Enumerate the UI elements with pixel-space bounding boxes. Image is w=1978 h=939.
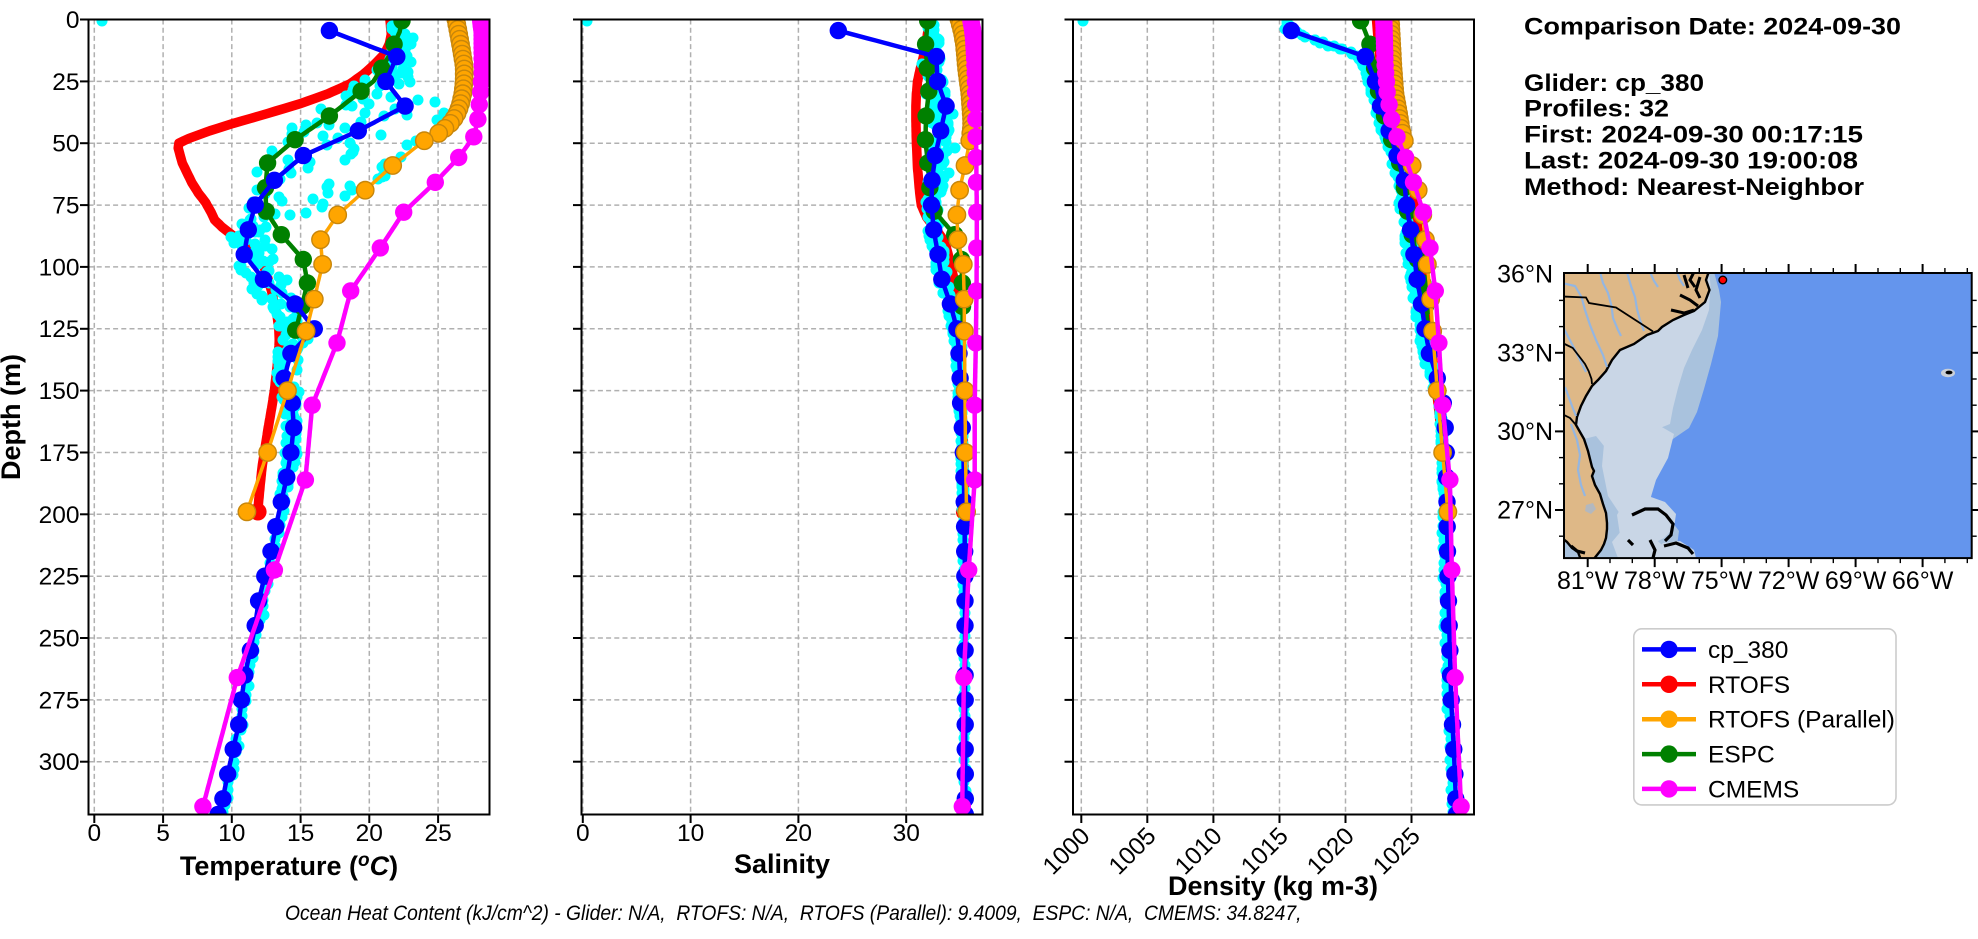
svg-text:150: 150 (39, 378, 80, 405)
svg-text:75: 75 (52, 193, 79, 220)
svg-text:Last: 2024-09-30 19:00:08: Last: 2024-09-30 19:00:08 (1524, 148, 1858, 175)
svg-text:15: 15 (287, 820, 314, 847)
svg-text:200: 200 (39, 502, 80, 529)
svg-text:69°W: 69°W (1825, 567, 1887, 595)
svg-text:81°W: 81°W (1557, 567, 1619, 595)
svg-text:Comparison Date: 2024-09-30: Comparison Date: 2024-09-30 (1524, 14, 1901, 41)
svg-text:50: 50 (52, 131, 79, 158)
svg-text:Density (kg m-3): Density (kg m-3) (1168, 871, 1378, 901)
svg-text:300: 300 (39, 749, 80, 776)
svg-text:0: 0 (576, 820, 590, 847)
svg-text:First: 2024-09-30 00:17:15: First: 2024-09-30 00:17:15 (1524, 122, 1863, 149)
svg-text:20: 20 (785, 820, 812, 847)
svg-text:CMEMS: CMEMS (1708, 776, 1799, 803)
svg-text:250: 250 (39, 626, 80, 653)
svg-text:0: 0 (87, 820, 101, 847)
svg-text:ESPC: ESPC (1708, 742, 1775, 769)
svg-text:5: 5 (156, 820, 170, 847)
svg-text:30°N: 30°N (1497, 418, 1553, 446)
svg-text:Depth (m): Depth (m) (0, 354, 26, 480)
svg-text:Ocean Heat Content (kJ/cm^2) -: Ocean Heat Content (kJ/cm^2) - Glider: N… (285, 902, 1301, 925)
svg-text:225: 225 (39, 564, 80, 591)
svg-text:78°W: 78°W (1624, 567, 1686, 595)
svg-text:cp_380: cp_380 (1708, 637, 1788, 664)
svg-text:30: 30 (893, 820, 920, 847)
svg-text:10: 10 (677, 820, 704, 847)
svg-text:75°W: 75°W (1691, 567, 1753, 595)
svg-text:25: 25 (52, 69, 79, 96)
svg-text:175: 175 (39, 440, 80, 467)
svg-text:Salinity: Salinity (734, 849, 830, 879)
svg-text:Method: Nearest-Neighbor: Method: Nearest-Neighbor (1524, 174, 1864, 201)
svg-text:100: 100 (39, 254, 80, 281)
svg-text:66°W: 66°W (1892, 567, 1954, 595)
svg-text:Profiles: 32: Profiles: 32 (1524, 96, 1669, 123)
svg-text:Glider: cp_380: Glider: cp_380 (1524, 70, 1704, 97)
svg-text:27°N: 27°N (1497, 497, 1553, 525)
svg-text:25: 25 (424, 820, 451, 847)
svg-text:275: 275 (39, 687, 80, 714)
svg-text:RTOFS: RTOFS (1708, 672, 1790, 699)
svg-text:10: 10 (218, 820, 245, 847)
svg-text:36°N: 36°N (1497, 261, 1553, 289)
svg-text:20: 20 (356, 820, 383, 847)
svg-text:0: 0 (66, 7, 80, 34)
svg-text:33°N: 33°N (1497, 339, 1553, 367)
svg-text:72°W: 72°W (1758, 567, 1820, 595)
svg-text:RTOFS (Parallel): RTOFS (Parallel) (1708, 707, 1895, 734)
svg-text:125: 125 (39, 316, 80, 343)
